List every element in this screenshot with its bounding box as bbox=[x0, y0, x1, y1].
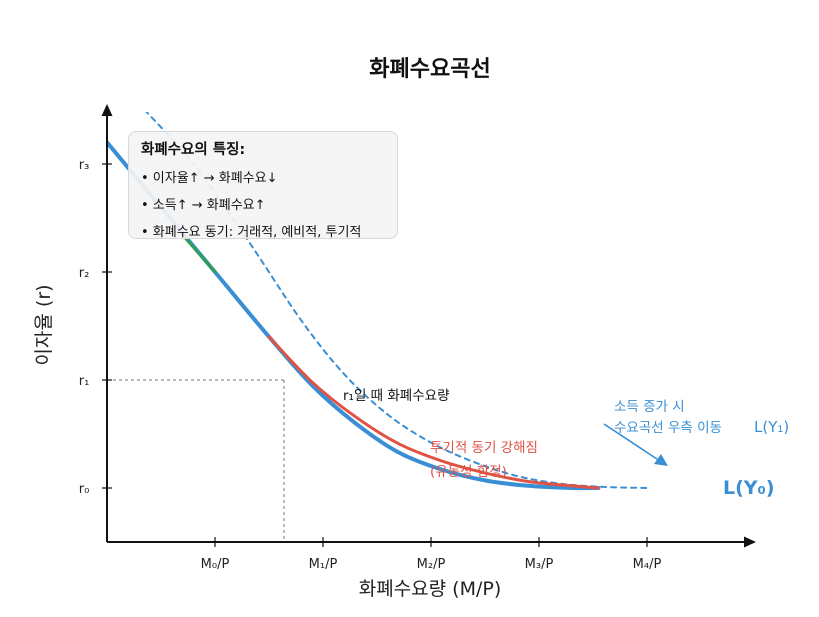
y-axis-label: 이자율 (r) bbox=[33, 284, 55, 365]
y-tick-label: r₂ bbox=[79, 266, 90, 281]
y-axis-arrow-icon bbox=[101, 104, 113, 116]
x-axis-arrow-icon bbox=[744, 536, 756, 548]
reference-lines bbox=[107, 379, 285, 542]
liquidity-trap-label: (유동성 함정) bbox=[430, 464, 507, 480]
x-tick-label: M₀/P bbox=[201, 557, 230, 572]
shift-label-line2: 수요곡선 우측 이동 bbox=[614, 420, 722, 436]
shift-label-line1: 소득 증가 시 bbox=[614, 399, 685, 415]
ly0-label: L(Y₀) bbox=[723, 477, 775, 499]
series-line-green-segment bbox=[183, 235, 217, 274]
shift-arrow-icon bbox=[654, 454, 668, 466]
legend-title: 화폐수요의 특징: bbox=[141, 142, 246, 158]
chart-title: 화폐수요곡선 bbox=[369, 57, 490, 82]
shift-arrow-line bbox=[603, 423, 661, 462]
speculative-label: 투기적 동기 강해짐 bbox=[430, 440, 538, 456]
legend-item: • 이자율↑ → 화폐수요↓ bbox=[141, 171, 278, 186]
x-tick-label: M₃/P bbox=[525, 557, 554, 572]
x-axis-label: 화폐수요량 (M/P) bbox=[359, 578, 502, 600]
y-tick-label: r₁ bbox=[79, 374, 90, 389]
y-ticks: r₀ r₁ r₂ r₃ bbox=[79, 158, 112, 497]
x-tick-label: M₄/P bbox=[633, 557, 662, 572]
series-line-speculative bbox=[267, 335, 600, 490]
ly1-label: L(Y₁) bbox=[754, 418, 789, 436]
x-tick-label: M₂/P bbox=[417, 557, 446, 572]
legend-item: • 소득↑ → 화폐수요↑ bbox=[141, 198, 266, 213]
ref-point-label: r₁일 때 화폐수요량 bbox=[343, 388, 450, 404]
y-tick-label: r₃ bbox=[79, 158, 90, 173]
legend-box: 화폐수요의 특징: • 이자율↑ → 화폐수요↓ • 소득↑ → 화폐수요↑ •… bbox=[128, 131, 398, 240]
legend-item: • 화폐수요 동기: 거래적, 예비적, 투기적 bbox=[141, 225, 362, 240]
y-tick-label: r₀ bbox=[79, 482, 90, 497]
x-tick-label: M₁/P bbox=[309, 557, 338, 572]
x-ticks: M₀/P M₁/P M₂/P M₃/P M₄/P bbox=[201, 537, 662, 572]
